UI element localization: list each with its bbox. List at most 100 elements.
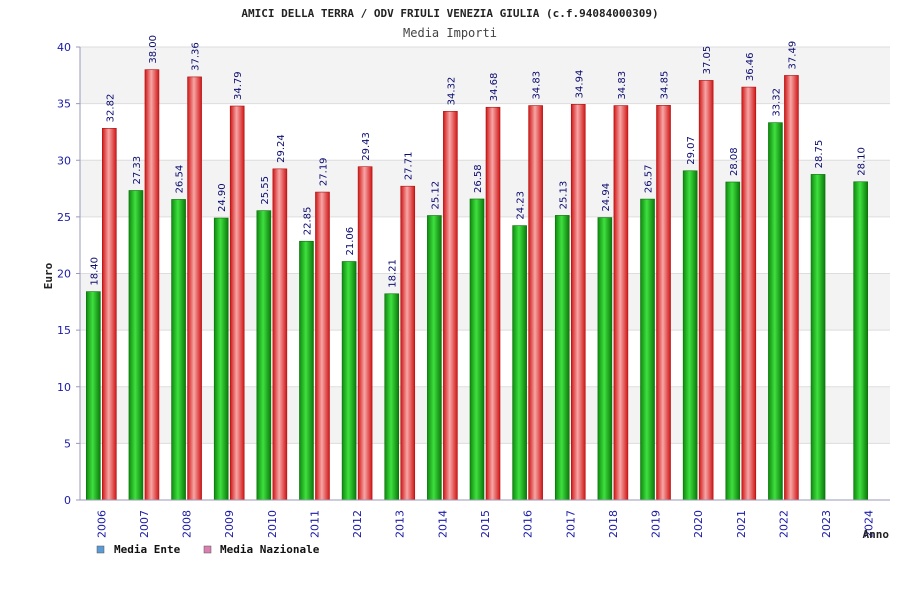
data-label-media-nazionale-2019: 34.85 xyxy=(660,71,671,100)
legend-item-media-nazionale: Media Nazionale xyxy=(203,543,320,556)
x-tick-label: 2012 xyxy=(351,510,364,538)
data-label-media-nazionale-2018: 34.83 xyxy=(617,71,628,100)
x-axis-label: Anno xyxy=(863,528,890,541)
data-label-media-nazionale-2011: 27.19 xyxy=(318,157,329,186)
y-tick-label: 35 xyxy=(57,98,71,111)
x-axis-ticks: 2006 2007 2008 2009 2010 2011 2012 2013 2014 2015… xyxy=(95,510,875,538)
y-tick-label: 25 xyxy=(57,211,71,224)
y-axis-label: Euro xyxy=(42,262,55,289)
bar-media-ente-2015 xyxy=(469,198,485,501)
x-tick-label: 2010 xyxy=(266,510,279,538)
bar-media-ente-2006 xyxy=(86,291,101,501)
data-label-media-nazionale-2020: 37.05 xyxy=(702,46,713,75)
bar-media-nazionale-2014 xyxy=(443,111,458,501)
data-label-media-ente-2018: 24.94 xyxy=(601,183,612,212)
bar-media-ente-2018 xyxy=(597,217,613,501)
bar-media-nazionale-2008 xyxy=(187,76,202,501)
data-label-media-nazionale-2016: 34.83 xyxy=(532,71,543,100)
bar-media-ente-2010 xyxy=(256,210,272,501)
bar-media-nazionale-2013 xyxy=(400,185,416,501)
bar-media-nazionale-2006 xyxy=(102,128,117,501)
bar-media-ente-2024 xyxy=(853,181,868,501)
bar-media-nazionale-2011 xyxy=(315,191,330,501)
bar-media-ente-2011 xyxy=(299,240,314,501)
data-label-media-ente-2017: 25.13 xyxy=(558,181,569,210)
bar-media-ente-2012 xyxy=(341,261,357,501)
bar-media-ente-2007 xyxy=(128,190,144,501)
x-tick-label: 2006 xyxy=(95,510,108,538)
bar-media-nazionale-2019 xyxy=(656,105,671,501)
legend-label-media-ente: Media Ente xyxy=(114,543,181,556)
data-label-media-ente-2013: 18.21 xyxy=(388,259,399,288)
legend-label-media-nazionale: Media Nazionale xyxy=(220,543,320,556)
x-tick-label: 2020 xyxy=(692,510,705,538)
data-label-media-ente-2011: 22.85 xyxy=(302,207,313,236)
data-labels: 18.40 27.33 26.54 24.90 25.55 22.85 21.06 18.21… xyxy=(89,35,867,288)
x-tick-label: 2021 xyxy=(735,510,748,538)
bar-media-nazionale-2016 xyxy=(528,105,543,501)
x-tick-label: 2015 xyxy=(479,510,492,538)
y-tick-label: 30 xyxy=(57,154,71,167)
data-label-media-ente-2022: 33.32 xyxy=(771,88,782,117)
legend: Media Ente Media Nazionale xyxy=(96,543,320,556)
data-label-media-ente-2016: 24.23 xyxy=(516,191,527,220)
x-tick-label: 2011 xyxy=(308,510,321,538)
data-label-media-ente-2019: 26.57 xyxy=(644,164,655,193)
chart-title: AMICI DELLA TERRA / ODV FRIULI VENEZIA G… xyxy=(241,7,658,20)
y-tick-label: 5 xyxy=(64,437,71,450)
data-label-media-nazionale-2017: 34.94 xyxy=(574,70,585,99)
y-axis-ticks: 0 5 10 15 20 25 30 35 40 xyxy=(57,41,80,507)
x-tick-label: 2009 xyxy=(223,510,236,538)
bar-media-ente-2022 xyxy=(768,122,783,501)
data-label-media-nazionale-2015: 34.68 xyxy=(489,73,500,102)
bar-media-nazionale-2009 xyxy=(229,105,245,501)
bar-media-ente-2021 xyxy=(725,181,741,501)
data-label-media-ente-2010: 25.55 xyxy=(260,176,271,205)
x-tick-label: 2016 xyxy=(522,510,535,538)
data-label-media-ente-2009: 24.90 xyxy=(217,183,228,212)
bar-media-ente-2016 xyxy=(512,225,527,501)
bar-media-nazionale-2020 xyxy=(698,80,714,501)
data-label-media-nazionale-2007: 38.00 xyxy=(148,35,159,64)
legend-item-media-ente: Media Ente xyxy=(96,543,181,556)
data-label-media-nazionale-2006: 32.82 xyxy=(105,94,116,123)
bar-media-ente-2008 xyxy=(171,199,186,501)
data-label-media-ente-2014: 25.12 xyxy=(430,181,441,210)
bar-media-ente-2017 xyxy=(554,215,570,501)
x-tick-label: 2008 xyxy=(181,510,194,538)
data-label-media-ente-2012: 21.06 xyxy=(345,227,356,256)
data-label-media-nazionale-2009: 34.79 xyxy=(233,71,244,100)
data-label-media-nazionale-2022: 37.49 xyxy=(787,41,798,70)
data-label-media-nazionale-2008: 37.36 xyxy=(191,42,202,71)
y-tick-label: 10 xyxy=(57,381,71,394)
x-tick-label: 2018 xyxy=(607,510,620,538)
data-label-media-nazionale-2012: 29.43 xyxy=(361,132,372,161)
data-label-media-ente-2020: 29.07 xyxy=(686,136,697,165)
x-tick-label: 2024 xyxy=(863,510,876,538)
y-tick-label: 0 xyxy=(64,494,71,507)
data-label-media-ente-2015: 26.58 xyxy=(473,164,484,193)
data-label-media-ente-2006: 18.40 xyxy=(89,257,100,286)
data-label-media-nazionale-2014: 34.32 xyxy=(446,77,457,106)
y-tick-label: 40 xyxy=(57,41,71,54)
bar-media-ente-2009 xyxy=(213,217,229,501)
bar-media-nazionale-2007 xyxy=(144,69,160,501)
bar-media-nazionale-2021 xyxy=(741,86,757,501)
bar-media-nazionale-2022 xyxy=(784,75,799,501)
data-label-media-ente-2007: 27.33 xyxy=(132,156,143,185)
data-label-media-ente-2023: 28.75 xyxy=(814,140,825,169)
x-tick-label: 2023 xyxy=(820,510,833,538)
data-label-media-nazionale-2013: 27.71 xyxy=(404,152,415,181)
bar-media-nazionale-2012 xyxy=(357,166,373,501)
bar-media-ente-2014 xyxy=(427,215,442,501)
y-tick-label: 15 xyxy=(57,324,71,337)
data-label-media-nazionale-2010: 29.24 xyxy=(276,134,287,163)
x-tick-label: 2019 xyxy=(650,510,663,538)
bar-media-nazionale-2010 xyxy=(272,168,288,501)
x-tick-label: 2013 xyxy=(394,510,407,538)
bar-media-nazionale-2018 xyxy=(613,105,629,501)
data-label-media-ente-2021: 28.08 xyxy=(729,147,740,176)
data-label-media-ente-2008: 26.54 xyxy=(175,165,186,194)
legend-swatch-media-ente xyxy=(96,545,105,554)
